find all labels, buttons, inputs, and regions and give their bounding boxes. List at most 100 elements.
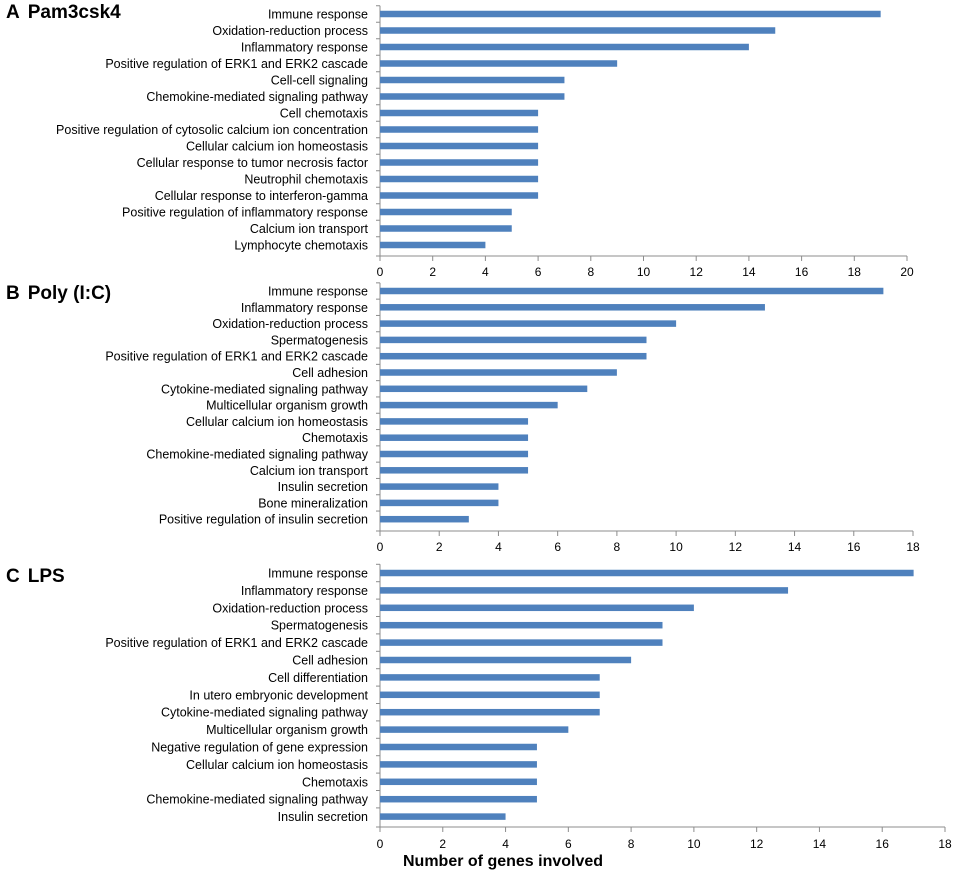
- panel-c-x-tick-label: 0: [377, 837, 384, 851]
- panel-a-category-label: Cell-cell signaling: [271, 74, 368, 88]
- panel-b-category-label: Immune response: [268, 285, 368, 299]
- panel-c-category-label: Positive regulation of ERK1 and ERK2 cas…: [105, 636, 368, 650]
- panel-b-category-label: Calcium ion transport: [250, 464, 369, 478]
- panel-a-bar: [380, 27, 776, 34]
- panel-c-bar: [380, 674, 600, 681]
- panel-a-bar: [380, 142, 539, 150]
- panel-c-category-label: In utero embryonic development: [189, 688, 368, 702]
- panel-b-bar: [380, 352, 647, 360]
- panel-a-x-tick-label: 10: [637, 265, 651, 279]
- panel-c-category-label: Oxidation-reduction process: [212, 601, 368, 615]
- panel-c-category-label: Cell differentiation: [268, 671, 368, 685]
- panel-c-category-label: Chemokine-mediated signaling pathway: [146, 793, 368, 807]
- panel-c-bar: [380, 604, 694, 612]
- panel-b-category-label: Chemokine-mediated signaling pathway: [146, 448, 368, 462]
- panel-a-bar: [380, 208, 512, 216]
- panel-b-category-label: Spermatogenesis: [271, 333, 368, 347]
- panel-a-category-label: Calcium ion transport: [250, 222, 369, 236]
- panel-a-bar: [380, 93, 565, 100]
- panel-c-x-tick-label: 10: [687, 837, 701, 851]
- panel-c-x-tick-label: 12: [750, 837, 764, 851]
- panel-b-category-label: Multicellular organism growth: [206, 399, 368, 413]
- panel-b-category-label: Bone mineralization: [258, 496, 368, 510]
- panel-c-bar: [380, 691, 600, 699]
- panel-c-x-tick-label: 16: [876, 837, 890, 851]
- panel-b-bar: [380, 467, 529, 474]
- panel-b-category-label: Cell adhesion: [292, 366, 368, 380]
- panel-c-title: C LPS: [6, 566, 65, 587]
- panel-b-x-tick-label: 10: [669, 540, 683, 554]
- panel-a-bar: [380, 192, 539, 199]
- panel-b-bar: [380, 515, 469, 523]
- panel-c-bar: [380, 726, 569, 733]
- panel-b-bar: [380, 401, 558, 409]
- panel-b-bar: [380, 304, 765, 311]
- panel-b-bar: [380, 369, 617, 376]
- panel-c-bar: [380, 743, 537, 751]
- panel-c-bar: [380, 656, 632, 664]
- panel-a-category-label: Oxidation-reduction process: [212, 24, 368, 38]
- panel-c-category-label: Inflammatory response: [241, 584, 368, 598]
- panel-a-bar: [380, 126, 539, 133]
- panel-a-x-tick-label: 14: [742, 265, 756, 279]
- panel-a-x-tick-label: 6: [535, 265, 542, 279]
- panel-b-bar: [380, 336, 647, 344]
- panel-b-title: B Poly (I:C): [6, 283, 111, 304]
- panel-a-title: A Pam3csk4: [6, 2, 121, 23]
- panel-c-category-label: Cellular calcium ion homeostasis: [186, 758, 368, 772]
- panel-a-letter: A: [6, 2, 20, 23]
- panel-a-bar: [380, 60, 618, 67]
- panel-b-category-label: Chemotaxis: [302, 431, 368, 445]
- panel-a-bar: [380, 43, 749, 51]
- panel-b-category-label: Inflammatory response: [241, 301, 368, 315]
- panel-c-category-label: Insulin secretion: [278, 810, 368, 824]
- panel-b-bar: [380, 434, 529, 441]
- panel-c-category-label: Spermatogenesis: [271, 619, 368, 633]
- panel-b-x-tick-label: 16: [847, 540, 861, 554]
- panel-a-bar: [380, 225, 512, 232]
- panel-c-x-axis-title: Number of genes involved: [403, 853, 603, 870]
- panel-c-bar: [380, 639, 663, 646]
- panel-c-bar: [380, 621, 663, 629]
- panel-b-bar: [380, 483, 499, 490]
- panel-c-name: LPS: [28, 566, 65, 587]
- panel-b-x-tick-label: 4: [495, 540, 502, 554]
- panel-a-bar: [380, 175, 539, 183]
- panel-c-bar: [380, 587, 789, 594]
- panel-b-x-tick-label: 0: [377, 540, 384, 554]
- panel-b-category-label: Positive regulation of ERK1 and ERK2 cas…: [105, 350, 368, 364]
- panel-a-x-tick-label: 0: [377, 265, 384, 279]
- panel-a-x-tick-label: 2: [429, 265, 436, 279]
- panel-a-x-tick-label: 18: [848, 265, 862, 279]
- panel-c-category-label: Immune response: [268, 567, 368, 581]
- panel-b-x-tick-label: 6: [554, 540, 561, 554]
- panel-b-category-label: Cellular calcium ion homeostasis: [186, 415, 368, 429]
- panel-c-letter: C: [6, 566, 20, 587]
- panel-c-x-tick-label: 2: [439, 837, 446, 851]
- panel-a-x-tick-label: 8: [587, 265, 594, 279]
- panel-c-x-tick-label: 6: [565, 837, 572, 851]
- panel-c-x-tick-label: 18: [938, 837, 952, 851]
- panel-c-x-tick-label: 14: [813, 837, 827, 851]
- panel-a-bar: [380, 159, 539, 166]
- panel-a-x-tick-label: 16: [795, 265, 809, 279]
- panel-a-category-label: Positive regulation of inflammatory resp…: [122, 206, 368, 220]
- panel-b-bar: [380, 287, 884, 295]
- panel-a-category-label: Cellular calcium ion homeostasis: [186, 140, 368, 154]
- panel-b-x-tick-label: 12: [729, 540, 743, 554]
- panel-a-bar: [380, 109, 539, 117]
- panel-a-category-label: Chemokine-mediated signaling pathway: [146, 90, 368, 104]
- panel-a-category-label: Positive regulation of ERK1 and ERK2 cas…: [105, 57, 368, 71]
- panel-a-category-label: Inflammatory response: [241, 41, 368, 55]
- panel-c-category-label: Negative regulation of gene expression: [151, 741, 368, 755]
- panel-b-bar: [380, 385, 588, 393]
- panel-a-bar: [380, 241, 486, 249]
- panel-c-bar: [380, 569, 914, 577]
- panel-c-bar: [380, 761, 537, 768]
- panel-a-category-label: Neutrophil chemotaxis: [244, 173, 368, 187]
- panel-a-category-label: Positive regulation of cytosolic calcium…: [56, 123, 368, 137]
- panel-c-x-tick-label: 8: [628, 837, 635, 851]
- panel-b-name: Poly (I:C): [28, 283, 111, 304]
- panel-a-category-label: Immune response: [268, 8, 368, 22]
